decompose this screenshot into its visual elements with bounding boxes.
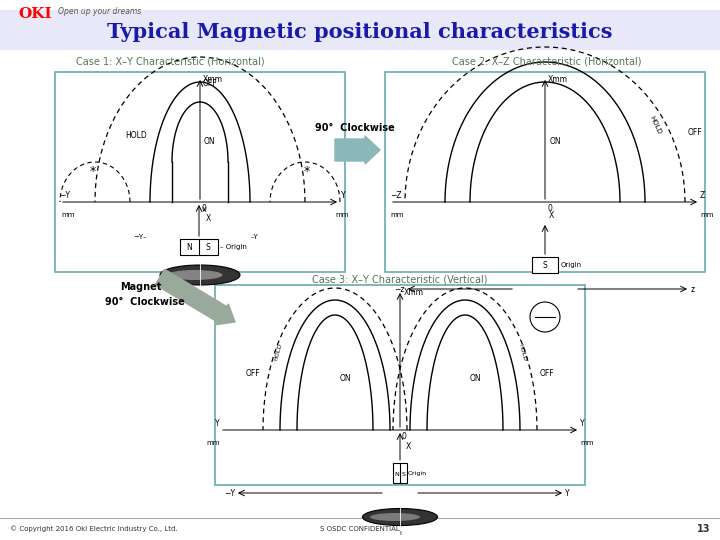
Text: ON: ON bbox=[340, 374, 351, 383]
Text: OFF: OFF bbox=[203, 79, 217, 87]
Text: X: X bbox=[405, 442, 410, 451]
Text: S OSDC CONFIDENTIAL: S OSDC CONFIDENTIAL bbox=[320, 526, 400, 532]
Text: Y: Y bbox=[341, 191, 346, 200]
Text: HOLD: HOLD bbox=[517, 342, 526, 361]
Text: *: * bbox=[90, 165, 96, 179]
Ellipse shape bbox=[530, 302, 560, 332]
Text: – Origin: – Origin bbox=[220, 244, 247, 250]
Bar bbox=[0, 10, 720, 50]
Text: X: X bbox=[202, 207, 207, 213]
Text: S: S bbox=[543, 260, 547, 269]
Text: N: N bbox=[186, 242, 192, 252]
Ellipse shape bbox=[168, 270, 222, 280]
Text: *: * bbox=[304, 165, 310, 179]
Text: 13: 13 bbox=[696, 524, 710, 534]
Text: OFF: OFF bbox=[540, 369, 554, 377]
Text: Y: Y bbox=[565, 489, 570, 497]
Bar bbox=[180, 239, 218, 255]
Text: −Y–: −Y– bbox=[133, 234, 147, 240]
Text: l: l bbox=[399, 531, 401, 536]
Text: Z: Z bbox=[700, 191, 706, 200]
FancyArrow shape bbox=[156, 269, 235, 325]
Text: HOLD: HOLD bbox=[125, 132, 147, 140]
Text: HOLD: HOLD bbox=[274, 342, 283, 361]
Text: ON: ON bbox=[470, 374, 482, 383]
Text: −z: −z bbox=[395, 285, 405, 294]
Text: Case 2: X–Z Characteristic (Horizontal): Case 2: X–Z Characteristic (Horizontal) bbox=[452, 57, 642, 67]
Ellipse shape bbox=[160, 265, 240, 285]
Text: N: N bbox=[395, 472, 400, 477]
Text: OFF: OFF bbox=[688, 128, 703, 137]
Bar bbox=[393, 463, 407, 483]
Text: z: z bbox=[691, 285, 695, 294]
Text: S: S bbox=[206, 242, 210, 252]
Text: l: l bbox=[199, 293, 201, 299]
Bar bbox=[532, 257, 558, 273]
Text: mm: mm bbox=[580, 440, 593, 446]
Text: Case 3: X–Y Characteristic (Vertical): Case 3: X–Y Characteristic (Vertical) bbox=[312, 275, 487, 285]
Bar bbox=[215, 285, 585, 485]
Text: −Y: −Y bbox=[59, 191, 70, 200]
Ellipse shape bbox=[362, 509, 438, 525]
Text: Y: Y bbox=[215, 419, 220, 428]
Text: Open up your dreams: Open up your dreams bbox=[58, 8, 141, 17]
Ellipse shape bbox=[370, 513, 420, 521]
Text: −Y: −Y bbox=[224, 489, 235, 497]
Text: ON: ON bbox=[550, 138, 562, 146]
Text: –Y: –Y bbox=[251, 234, 259, 240]
Text: X: X bbox=[549, 211, 554, 220]
Bar bbox=[55, 72, 345, 272]
Text: mm: mm bbox=[335, 212, 348, 218]
Text: 90°  Clockwise: 90° Clockwise bbox=[105, 297, 185, 307]
Text: HOLD: HOLD bbox=[648, 115, 662, 135]
Text: © Copyright 2016 Oki Electric Industry Co., Ltd.: © Copyright 2016 Oki Electric Industry C… bbox=[10, 525, 178, 532]
Text: 0: 0 bbox=[547, 204, 552, 213]
FancyArrow shape bbox=[335, 136, 380, 164]
Text: Xmm: Xmm bbox=[203, 75, 223, 84]
Text: Magnet: Magnet bbox=[120, 282, 161, 292]
Text: Y: Y bbox=[580, 419, 585, 428]
Text: OFF: OFF bbox=[246, 369, 260, 377]
Text: −Z: −Z bbox=[390, 191, 402, 200]
Text: Xmm: Xmm bbox=[548, 75, 568, 84]
Text: OKI: OKI bbox=[18, 7, 52, 21]
Bar bbox=[385, 72, 705, 272]
Text: mm: mm bbox=[61, 212, 74, 218]
Text: 0: 0 bbox=[202, 204, 207, 213]
Text: S: S bbox=[402, 472, 406, 477]
Text: Typical Magnetic positional characteristics: Typical Magnetic positional characterist… bbox=[107, 22, 613, 42]
Text: 0: 0 bbox=[402, 432, 407, 441]
Text: mm: mm bbox=[390, 212, 403, 218]
Text: Origin: Origin bbox=[408, 470, 427, 476]
Text: ON: ON bbox=[204, 138, 215, 146]
Text: X: X bbox=[205, 214, 211, 223]
Text: Case 1: X–Y Characteristic (Horizontal): Case 1: X–Y Characteristic (Horizontal) bbox=[76, 57, 264, 67]
Text: Origin: Origin bbox=[561, 262, 582, 268]
Text: mm: mm bbox=[700, 212, 714, 218]
Text: mm: mm bbox=[207, 440, 220, 446]
Text: Xmm: Xmm bbox=[404, 288, 424, 297]
Text: 90°  Clockwise: 90° Clockwise bbox=[315, 123, 395, 133]
